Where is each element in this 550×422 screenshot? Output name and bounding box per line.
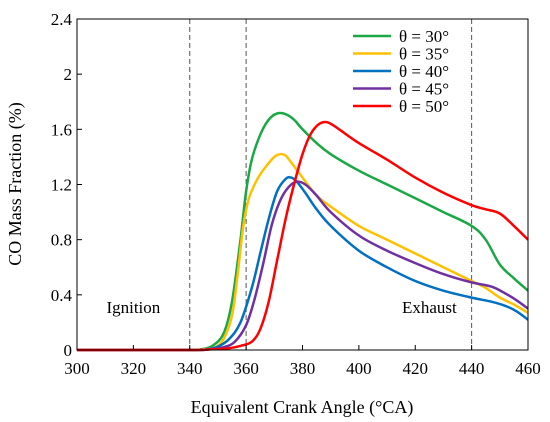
exhaust-annotation: Exhaust (402, 298, 457, 317)
series-line-2 (76, 175, 529, 352)
legend-label-3: θ = 45° (399, 80, 449, 99)
series-line-0 (76, 111, 529, 352)
reference-lines (189, 19, 473, 350)
series-line-4 (76, 120, 529, 352)
x-tick-label: 420 (403, 359, 429, 378)
y-tick-label: 0.8 (51, 231, 72, 250)
x-tick-label: 440 (459, 359, 485, 378)
y-tick-label: 0.4 (51, 286, 73, 305)
x-axis: 300 320 340 360 380 400 420 440 460 (64, 345, 541, 378)
x-axis-title: Equivalent Crank Angle (°CA) (191, 397, 414, 418)
legend-label-1: θ = 35° (399, 45, 449, 64)
legend-label-0: θ = 30° (399, 27, 449, 46)
y-tick-label: 2 (64, 65, 73, 84)
series-line-1 (76, 152, 529, 352)
x-tick-label: 400 (346, 359, 372, 378)
y-tick-label: 1.6 (51, 120, 72, 139)
y-tick-label: 2.4 (51, 10, 73, 29)
legend: θ = 30°θ = 35°θ = 40°θ = 45°θ = 50° (353, 27, 449, 116)
legend-label-4: θ = 50° (399, 97, 449, 116)
x-tick-label: 320 (121, 359, 147, 378)
x-tick-label: 380 (290, 359, 316, 378)
series-layer (76, 111, 529, 352)
y-tick-label: 0 (64, 341, 73, 360)
x-tick-label: 340 (177, 359, 203, 378)
x-tick-label: 360 (233, 359, 259, 378)
x-tick-label: 300 (64, 359, 90, 378)
y-axis-title: CO Mass Fraction (%) (5, 102, 26, 265)
y-tick-label: 1.2 (51, 176, 72, 195)
ignition-annotation: Ignition (106, 298, 160, 317)
series-line-3 (76, 180, 529, 352)
x-tick-label: 460 (515, 359, 541, 378)
y-axis: 0 0.4 0.8 1.2 1.6 2 2.4 (51, 10, 82, 360)
legend-label-2: θ = 40° (399, 62, 449, 81)
